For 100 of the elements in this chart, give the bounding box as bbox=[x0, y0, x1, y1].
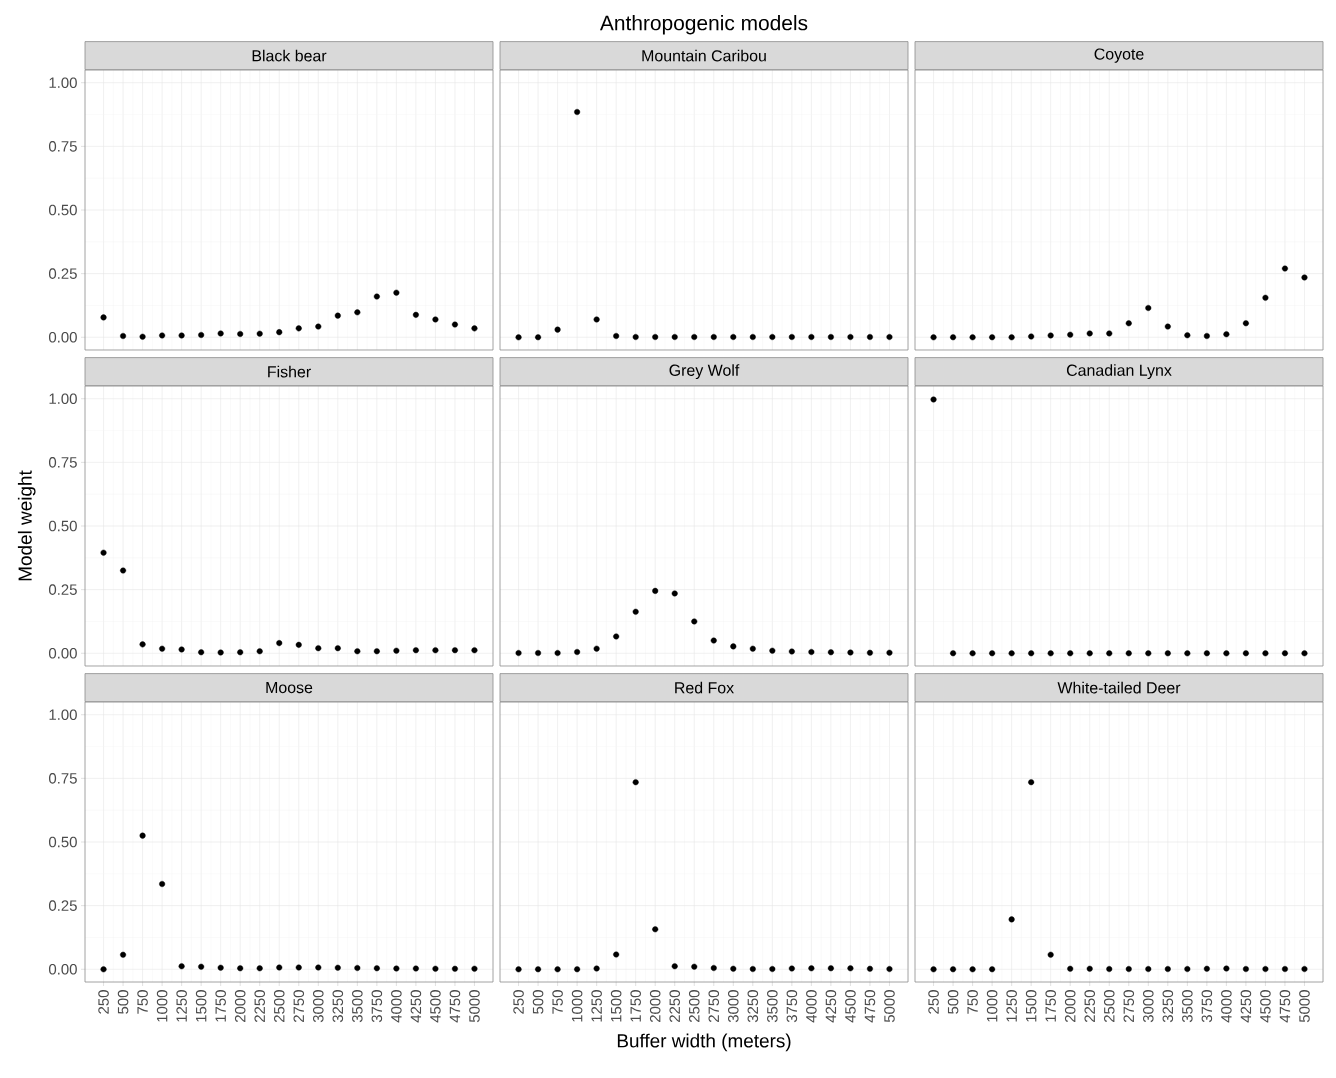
point bbox=[178, 963, 185, 970]
point bbox=[749, 966, 756, 973]
point bbox=[1223, 331, 1230, 338]
x-tick-label: 750 bbox=[552, 990, 563, 1014]
point bbox=[593, 645, 600, 652]
x-tick-label: 2000 bbox=[234, 990, 246, 1023]
chart-title: Red Fox bbox=[675, 681, 734, 694]
x-tick-label: 2750 bbox=[293, 990, 305, 1023]
point bbox=[334, 964, 341, 971]
point bbox=[730, 334, 737, 341]
x-tick-label: 1750 bbox=[630, 990, 641, 1022]
point bbox=[432, 647, 439, 654]
chart-title: Mountain Caribou bbox=[642, 49, 766, 62]
point bbox=[1281, 265, 1288, 272]
point bbox=[788, 648, 795, 655]
point bbox=[1281, 966, 1288, 973]
point bbox=[1223, 965, 1230, 972]
x-tick-label: 3750 bbox=[371, 990, 383, 1023]
x-tick-label: 5000 bbox=[884, 990, 895, 1023]
point bbox=[788, 965, 795, 972]
point bbox=[866, 649, 873, 656]
point bbox=[237, 330, 244, 337]
point bbox=[730, 965, 737, 972]
y-axis-title: Model weight bbox=[17, 470, 36, 581]
x-tick-label: 2500 bbox=[273, 990, 285, 1023]
point bbox=[749, 334, 756, 341]
point bbox=[613, 633, 620, 640]
y-tick-label: 0.50 bbox=[48, 520, 77, 532]
point bbox=[412, 311, 419, 318]
point bbox=[178, 646, 185, 653]
point bbox=[847, 649, 854, 656]
point bbox=[276, 329, 283, 336]
point bbox=[1047, 951, 1054, 958]
x-tick-label: 2000 bbox=[1064, 990, 1076, 1023]
point bbox=[632, 608, 639, 615]
point bbox=[574, 108, 581, 115]
point bbox=[354, 965, 361, 971]
x-tick-label: 3000 bbox=[728, 990, 739, 1023]
x-tick-label: 3250 bbox=[747, 990, 759, 1023]
point bbox=[1067, 331, 1074, 338]
point bbox=[1047, 332, 1054, 339]
text: Anthropogenic models bbox=[599, 14, 808, 35]
point bbox=[1262, 966, 1269, 973]
point bbox=[1203, 965, 1210, 972]
x-tick-label: 500 bbox=[947, 990, 959, 1014]
x-tick-label: 750 bbox=[967, 990, 978, 1014]
x-tick-label: 4000 bbox=[806, 990, 817, 1023]
point bbox=[1086, 330, 1093, 337]
point bbox=[930, 966, 937, 973]
point bbox=[989, 966, 996, 973]
x-tick-label: 1500 bbox=[195, 990, 207, 1022]
point bbox=[613, 951, 620, 958]
point bbox=[159, 881, 166, 887]
x-tick-label: 2250 bbox=[254, 990, 266, 1023]
x-tick-label: 2250 bbox=[1084, 990, 1096, 1023]
x-tick-label: 5000 bbox=[469, 990, 480, 1023]
point bbox=[393, 647, 400, 654]
chart-title: Canadian Lynx bbox=[1066, 364, 1172, 380]
point bbox=[393, 965, 400, 972]
point bbox=[198, 963, 205, 970]
point bbox=[120, 951, 127, 958]
point bbox=[412, 965, 419, 972]
point bbox=[354, 648, 361, 655]
y-tick-label: 0.50 bbox=[48, 204, 77, 216]
point bbox=[515, 966, 522, 973]
y-tick-label: 1.00 bbox=[49, 393, 77, 404]
x-tick-label: 4500 bbox=[1260, 990, 1271, 1023]
point bbox=[295, 964, 302, 971]
point bbox=[471, 647, 478, 654]
point bbox=[827, 649, 834, 656]
point bbox=[691, 334, 698, 341]
point bbox=[769, 647, 776, 654]
point bbox=[632, 779, 639, 786]
y-tick-label: 0.75 bbox=[48, 773, 77, 784]
point bbox=[198, 331, 205, 338]
point bbox=[730, 643, 737, 650]
point bbox=[1125, 966, 1132, 973]
point bbox=[886, 649, 893, 656]
point bbox=[276, 640, 283, 647]
x-tick-label: 3750 bbox=[786, 990, 798, 1023]
point bbox=[535, 966, 542, 973]
point bbox=[217, 330, 224, 337]
y-tick-label: 0.50 bbox=[48, 836, 77, 848]
point bbox=[969, 966, 976, 973]
point bbox=[1145, 304, 1152, 311]
point bbox=[373, 648, 380, 655]
point bbox=[256, 648, 263, 655]
x-tick-label: 3250 bbox=[332, 990, 344, 1023]
x-tick-label: 2000 bbox=[649, 990, 661, 1023]
point bbox=[159, 645, 166, 652]
point bbox=[1262, 294, 1269, 301]
x-tick-label: 4750 bbox=[864, 990, 876, 1023]
x-tick-label: 250 bbox=[513, 990, 524, 1014]
y-tick-label: 0.00 bbox=[48, 331, 77, 343]
point bbox=[178, 332, 185, 339]
point bbox=[295, 641, 302, 648]
point bbox=[652, 334, 659, 341]
point bbox=[198, 649, 205, 656]
point bbox=[139, 832, 146, 839]
point bbox=[1164, 966, 1171, 973]
